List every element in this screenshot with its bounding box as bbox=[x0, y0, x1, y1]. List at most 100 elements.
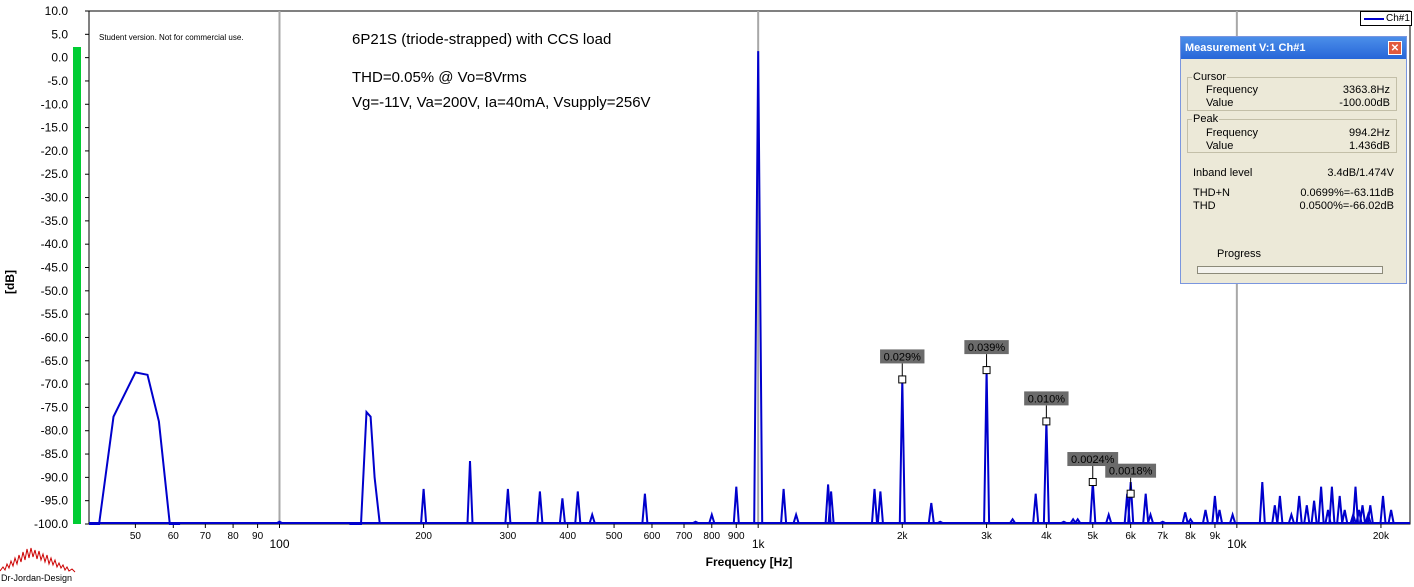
marker-label: 0.039% bbox=[968, 342, 1006, 354]
close-button[interactable]: ✕ bbox=[1388, 41, 1402, 55]
y-tick-label: -80.0 bbox=[41, 424, 69, 438]
y-tick-label: -65.0 bbox=[41, 354, 69, 368]
series-spike bbox=[1187, 517, 1194, 524]
logo-text: Dr-Jordan-Design bbox=[1, 573, 73, 583]
marker-box bbox=[982, 366, 991, 375]
logo-waveform-icon bbox=[0, 547, 76, 573]
annotation-thd: THD=0.05% @ Vo=8Vrms bbox=[352, 69, 527, 86]
y-tick-label: -25.0 bbox=[41, 167, 69, 181]
thd-label: THD bbox=[1193, 200, 1216, 212]
harmonic-markers: 0.029% 0.039% 0.010% 0.0024%0.0018% bbox=[880, 340, 1157, 498]
peak-group-title: Peak bbox=[1192, 113, 1220, 125]
x-tick-label: 20k bbox=[1373, 531, 1390, 542]
series-spike bbox=[588, 511, 596, 524]
series-spike bbox=[536, 491, 544, 524]
series-spike bbox=[1359, 505, 1366, 524]
peak-frequency-value: 994.2Hz bbox=[1349, 127, 1390, 139]
x-tick-label: 80 bbox=[228, 531, 240, 542]
series-spike bbox=[753, 51, 764, 524]
marker-label-bg bbox=[1024, 391, 1069, 406]
marker-box bbox=[1042, 417, 1051, 426]
series-spike bbox=[780, 488, 788, 524]
series-spike bbox=[1181, 512, 1189, 524]
series-spike bbox=[792, 511, 800, 524]
measurement-panel[interactable]: Measurement V:1 Ch#1 ✕ Cursor Frequency … bbox=[1180, 36, 1407, 284]
series-spike bbox=[1060, 520, 1067, 524]
legend: Ch#1 bbox=[1360, 11, 1412, 26]
series-spike bbox=[1032, 493, 1040, 524]
marker-label-bg bbox=[1105, 463, 1157, 478]
x-tick-label: 9k bbox=[1210, 531, 1222, 542]
x-tick-label: 2k bbox=[897, 531, 909, 542]
x-axis-ticks: 50 60 70 80 90 100 200 300 400 500 600 700 800 900 1k 2… bbox=[130, 524, 1390, 551]
series-spike bbox=[1216, 509, 1223, 524]
series-spike bbox=[1341, 509, 1349, 524]
series-spike bbox=[558, 498, 566, 524]
cursor-group-title: Cursor bbox=[1192, 71, 1228, 83]
progress-label: Progress bbox=[1217, 248, 1262, 260]
y-tick-label: -100.0 bbox=[34, 517, 68, 531]
cursor-frequency-label: Frequency bbox=[1206, 84, 1258, 96]
series-spike bbox=[1387, 509, 1395, 524]
x-tick-label: 4k bbox=[1041, 531, 1053, 542]
series-spike bbox=[1271, 505, 1279, 524]
y-tick-label: -15.0 bbox=[41, 121, 69, 135]
series-spike bbox=[937, 520, 944, 524]
y-axis-label: [dB] bbox=[3, 270, 17, 294]
y-tick-label: -10.0 bbox=[41, 97, 69, 111]
measurement-titlebar[interactable]: Measurement V:1 Ch#1 ✕ bbox=[1181, 37, 1406, 59]
inband-row: Inband level 3.4dB/1.474V bbox=[1193, 167, 1394, 180]
peak-value-label: Value bbox=[1206, 140, 1234, 152]
series-hump bbox=[349, 409, 381, 525]
series-spike bbox=[1074, 517, 1082, 524]
marker-label-bg bbox=[964, 340, 1009, 355]
x-tick-label: 1k bbox=[752, 537, 766, 551]
series-spike bbox=[1310, 500, 1318, 524]
cursor-value-label: Value bbox=[1206, 97, 1234, 109]
progress-bar bbox=[1197, 266, 1383, 274]
x-tick-label: 600 bbox=[644, 531, 661, 542]
marker-label: 0.0018% bbox=[1109, 466, 1153, 478]
series-spike bbox=[1211, 495, 1219, 524]
y-tick-label: -90.0 bbox=[41, 470, 69, 484]
x-axis-label: Frequency [Hz] bbox=[706, 555, 793, 569]
y-tick-label: -60.0 bbox=[41, 330, 69, 344]
x-tick-label: 500 bbox=[606, 531, 623, 542]
annotation-conditions: Vg=-11V, Va=200V, Ia=40mA, Vsupply=256V bbox=[352, 94, 651, 111]
marker-label-bg bbox=[880, 349, 925, 364]
series-spike bbox=[420, 488, 428, 524]
y-tick-label: -30.0 bbox=[41, 191, 69, 205]
series-spike bbox=[641, 493, 649, 524]
y-tick-label: 5.0 bbox=[51, 27, 68, 41]
x-tick-label: 7k bbox=[1157, 531, 1169, 542]
series-spike bbox=[1295, 495, 1303, 524]
y-tick-label: -20.0 bbox=[41, 144, 69, 158]
x-tick-label: 70 bbox=[200, 531, 212, 542]
cursor-value-row: Value -100.00dB bbox=[1188, 97, 1396, 110]
peak-frequency-row: Frequency 994.2Hz bbox=[1188, 127, 1396, 140]
x-tick-label: 5k bbox=[1087, 531, 1099, 542]
x-tick-label: 400 bbox=[559, 531, 576, 542]
inband-label: Inband level bbox=[1193, 167, 1253, 179]
y-tick-label: -70.0 bbox=[41, 377, 69, 391]
y-tick-label: -35.0 bbox=[41, 214, 69, 228]
series-spike bbox=[871, 488, 878, 524]
y-tick-label: -85.0 bbox=[41, 447, 69, 461]
peak-value-value: 1.436dB bbox=[1349, 140, 1390, 152]
marker-box bbox=[1088, 478, 1097, 487]
cursor-group: Cursor Frequency 3363.8Hz Value -100.00d… bbox=[1187, 71, 1397, 111]
y-tick-label: -50.0 bbox=[41, 284, 69, 298]
y-tick-label: -75.0 bbox=[41, 400, 69, 414]
x-tick-label: 200 bbox=[415, 531, 432, 542]
x-tick-label: 3k bbox=[981, 531, 993, 542]
chart-title: 6P21S (triode-strapped) with CCS load bbox=[352, 31, 611, 48]
series-spike bbox=[1352, 486, 1359, 524]
legend-swatch bbox=[1364, 18, 1384, 20]
marker-label: 0.010% bbox=[1028, 393, 1066, 405]
y-tick-label: -55.0 bbox=[41, 307, 69, 321]
series-spike bbox=[1317, 486, 1325, 524]
peak-group: Peak Frequency 994.2Hz Value 1.436dB bbox=[1187, 113, 1397, 153]
y-tick-label: 0.0 bbox=[51, 51, 68, 65]
series-spike bbox=[1366, 505, 1374, 524]
y-axis-ticks: 10.0 5.0 0.0 -5.0 -10.0 -15.0 -20.0 -25.0 -30.0 -… bbox=[34, 4, 89, 531]
